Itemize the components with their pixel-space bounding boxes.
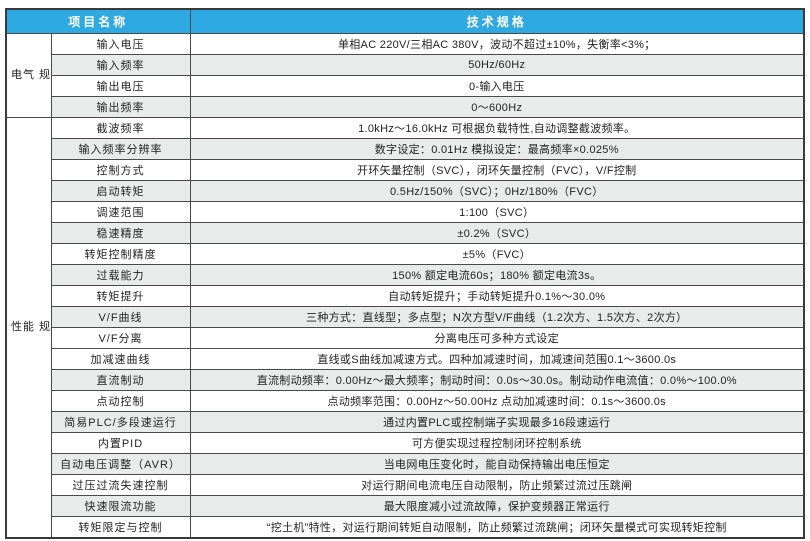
spec-item-value: 150% 额定电流60s；180% 额定电流3s。 [189, 264, 805, 286]
spec-item-value: 直流制动频率：0.00Hz～最大频率；制动时间：0.0s～30.0s。制动动作电… [189, 369, 805, 391]
table-row: 点动控制 点动频率范围：0.00Hz～50.00Hz 点动加减速时间：0.1s～3… [6, 390, 805, 412]
spec-item-name: 过载能力 [50, 264, 191, 286]
spec-item-name: V/F分离 [50, 327, 191, 349]
table-row: 转矩提升 自动转矩提升；手动转矩提升0.1%～30.0% [6, 285, 805, 307]
table-row: 稳速精度 ±0.2%（SVC） [6, 222, 805, 244]
header-item-name: 项目名称 [5, 8, 191, 34]
spec-item-value: 50Hz/60Hz [189, 54, 805, 76]
table-row: 简易PLC/多段速运行 通过内置PLC或控制端子实现最多16段速运行 [6, 411, 805, 433]
table-row: 加减速曲线 直线或S曲线加减速方式。四种加减速时间，加减速间范围0.1～3600.… [6, 348, 805, 370]
table-row: 直流制动 直流制动频率：0.00Hz～最大频率；制动时间：0.0s～30.0s。制… [6, 369, 805, 391]
spec-item-value: 1.0kHz～16.0kHz 可根据负载特性,自动调整截波频率。 [189, 117, 805, 139]
group-label: 性能 规格 [5, 117, 52, 538]
spec-item-value: 分离电压可多种方式设定 [189, 327, 805, 349]
table-row: 转矩限定与控制 “挖土机”特性，对运行期间转矩自动限制，防止频繁过流跳闸；闭环矢量… [6, 516, 805, 538]
spec-item-value: ±0.2%（SVC） [189, 222, 805, 244]
spec-item-name: 转矩限定与控制 [50, 516, 191, 538]
spec-item-name: 快速限流功能 [50, 495, 191, 517]
spec-item-value: 开环矢量控制（SVC），闭环矢量控制（FVC），V/F控制 [189, 159, 805, 181]
table-row: 自动电压调整（AVR） 当电网电压变化时，能自动保持输出电压恒定 [6, 453, 805, 475]
spec-item-name: 稳速精度 [50, 222, 191, 244]
spec-item-name: 输出频率 [50, 96, 191, 118]
spec-item-name: 调速范围 [50, 201, 191, 223]
table-row: 快速限流功能 最大限度减小过流故障，保护变频器正常运行 [6, 495, 805, 517]
spec-item-value: 自动转矩提升；手动转矩提升0.1%～30.0% [189, 285, 805, 307]
spec-item-value: 最大限度减小过流故障，保护变频器正常运行 [189, 495, 805, 517]
table-row: 过载能力 150% 额定电流60s；180% 额定电流3s。 [6, 264, 805, 286]
table-row: 过压过流失速控制 对运行期间电流电压自动限制，防止频繁过流过压跳闸 [6, 474, 805, 496]
spec-item-value: 直线或S曲线加减速方式。四种加减速时间，加减速间范围0.1～3600.0s [189, 348, 805, 370]
spec-item-name: 启动转矩 [50, 180, 191, 202]
table-row: V/F分离 分离电压可多种方式设定 [6, 327, 805, 349]
spec-item-name: 自动电压调整（AVR） [50, 453, 191, 475]
spec-item-name: 加减速曲线 [50, 348, 191, 370]
spec-item-value: 通过内置PLC或控制端子实现最多16段速运行 [189, 411, 805, 433]
spec-item-value: 点动频率范围：0.00Hz～50.00Hz 点动加减速时间：0.1s～3600.… [189, 390, 805, 412]
spec-item-value: 三种方式：直线型；多点型；N次方型V/F曲线（1.2次方、1.5次方、2次方） [189, 306, 805, 328]
group-label: 电气 规格 [5, 33, 52, 118]
spec-item-name: 内置PID [50, 432, 191, 454]
spec-item-name: 控制方式 [50, 159, 191, 181]
spec-item-name: 简易PLC/多段速运行 [50, 411, 191, 433]
spec-item-value: 1:100（SVC） [189, 201, 805, 223]
table-row: 输入频率分辨率 数字设定：0.01Hz 模拟设定：最高频率×0.025% [6, 138, 805, 160]
spec-item-value: 可方便实现过程控制闭环控制系统 [189, 432, 805, 454]
spec-item-name: 转矩提升 [50, 285, 191, 307]
table-row: 输入频率 50Hz/60Hz [6, 54, 805, 76]
spec-table-body: 电气 规格输入电压单相AC 220V/三相AC 380V，波动不超过±10%，失… [5, 33, 805, 538]
spec-item-value: 0-输入电压 [189, 75, 805, 97]
table-row: 电气 规格输入电压单相AC 220V/三相AC 380V，波动不超过±10%，失… [5, 33, 805, 118]
spec-item-name: 直流制动 [50, 369, 191, 391]
spec-item-name: 输出电压 [50, 75, 191, 97]
spec-item-name: 输入频率分辨率 [50, 138, 191, 160]
table-row: 输出频率 0～600Hz [6, 96, 805, 118]
spec-item-value: 当电网电压变化时，能自动保持输出电压恒定 [189, 453, 805, 475]
table-row: 内置PID 可方便实现过程控制闭环控制系统 [6, 432, 805, 454]
spec-item-name: 输入频率 [50, 54, 191, 76]
spec-item-value: 数字设定：0.01Hz 模拟设定：最高频率×0.025% [189, 138, 805, 160]
spec-item-name: V/F曲线 [50, 306, 191, 328]
spec-item-value: 0～600Hz [189, 96, 805, 118]
table-row: V/F曲线 三种方式：直线型；多点型；N次方型V/F曲线（1.2次方、1.5次方、… [6, 306, 805, 328]
table-row: 性能 规格截波频率1.0kHz～16.0kHz 可根据负载特性,自动调整截波频率… [5, 117, 805, 538]
table-row: 启动转矩 0.5Hz/150%（SVC）；0Hz/180%（FVC） [6, 180, 805, 202]
spec-item-value: 对运行期间电流电压自动限制，防止频繁过流过压跳闸 [189, 474, 805, 496]
spec-item-name: 输入电压 [50, 33, 191, 55]
spec-table: 项目名称 技术规格 电气 规格输入电压单相AC 220V/三相AC 380V，波… [5, 8, 805, 539]
spec-item-name: 截波频率 [50, 117, 191, 139]
spec-item-name: 转矩控制精度 [50, 243, 191, 265]
table-row: 输出电压 0-输入电压 [6, 75, 805, 97]
spec-item-value: “挖土机”特性，对运行期间转矩自动限制，防止频繁过流跳闸；闭环矢量模式可实现转矩… [189, 516, 805, 538]
table-row: 控制方式 开环矢量控制（SVC），闭环矢量控制（FVC），V/F控制 [6, 159, 805, 181]
table-row: 调速范围 1:100（SVC） [6, 201, 805, 223]
spec-item-value: 0.5Hz/150%（SVC）；0Hz/180%（FVC） [189, 180, 805, 202]
spec-item-value: 单相AC 220V/三相AC 380V，波动不超过±10%，失衡率<3%； [189, 33, 805, 55]
spec-item-name: 点动控制 [50, 390, 191, 412]
table-row: 转矩控制精度 ±5%（FVC） [6, 243, 805, 265]
spec-item-value: ±5%（FVC） [189, 243, 805, 265]
spec-table-header: 项目名称 技术规格 [5, 8, 805, 34]
header-tech-spec: 技术规格 [189, 8, 805, 34]
header-row: 项目名称 技术规格 [5, 8, 805, 34]
spec-item-name: 过压过流失速控制 [50, 474, 191, 496]
